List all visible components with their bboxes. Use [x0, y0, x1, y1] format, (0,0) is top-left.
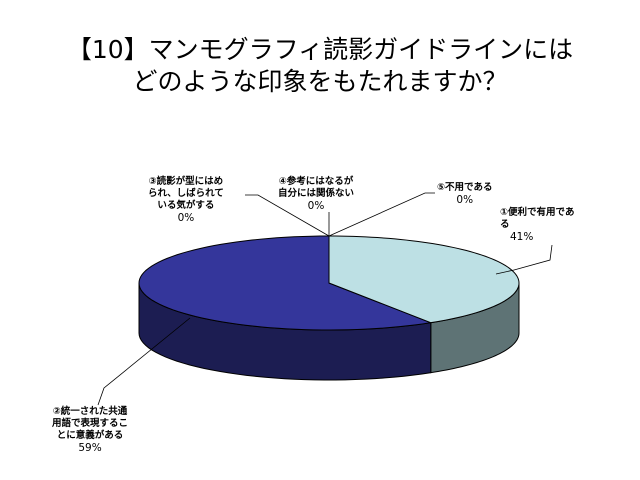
slice-label-line: 自分には関係ない	[278, 188, 355, 199]
slice-label-line: とに意義がある	[56, 430, 124, 441]
slice-label-line: ④参考にはなるが	[278, 176, 354, 187]
slice-label-line: 用語で表現するこ	[52, 418, 129, 429]
slice-value-label: 0%	[177, 212, 195, 224]
slice-label-line: る	[500, 219, 510, 230]
slice-label-line: ②統一された共通	[52, 406, 128, 417]
slice-label-constrained: ③読影が型にはめ られ、しばられて いる気がする 0%	[148, 176, 224, 224]
slice-value-label: 41%	[510, 231, 534, 243]
slice-value-label: 59%	[78, 442, 102, 454]
chart-title-line1: 【10】マンモグラフィ読影ガイドラインには	[66, 35, 574, 64]
slice-label-unnecessary: ⑤不用である 0%	[437, 182, 492, 206]
leader-line-unified-terms	[97, 317, 191, 406]
leader-line-unnecessary	[328, 192, 435, 237]
slice-value-label: 0%	[456, 194, 474, 206]
slice-label-unified-terms: ②統一された共通 用語で表現するこ とに意義がある 59%	[52, 406, 128, 454]
slice-value-label: 0%	[307, 200, 325, 212]
slice-useful-top	[328, 235, 520, 324]
chart-title-line2: どのような印象をもたれますか？	[132, 67, 508, 96]
slice-label-line: ⑤不用である	[437, 182, 493, 193]
slice-unified-terms-top	[138, 235, 433, 331]
slice-label-line: ①便利で有用であ	[500, 207, 575, 218]
slice-label-reference-only: ④参考にはなるが 自分には関係ない 0%	[278, 176, 354, 212]
leader-line-useful	[495, 244, 553, 275]
slice-label-line: いる気がする	[157, 200, 215, 211]
chart-title: 【10】マンモグラフィ読影ガイドラインには どのような印象をもたれますか？	[0, 34, 640, 98]
leader-line-constrained	[245, 194, 330, 237]
slice-label-line: られ、しばられて	[148, 188, 224, 199]
slice-label-useful: ①便利で有用である 41%	[500, 207, 574, 243]
slice-label-line: ③読影が型にはめ	[148, 176, 224, 187]
